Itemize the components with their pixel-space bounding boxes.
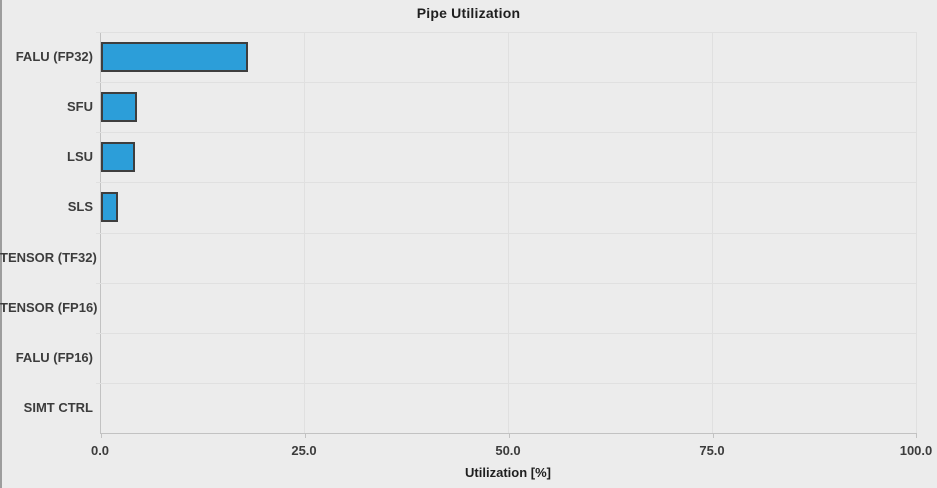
y-axis-tick	[96, 382, 101, 384]
plot-area	[96, 32, 917, 438]
h-gridline	[101, 332, 917, 334]
y-tick-label-lsu: LSU	[67, 149, 93, 165]
x-axis-tick	[305, 433, 306, 438]
x-axis-title: Utilization [%]	[465, 465, 551, 480]
x-tick-label-50-0: 50.0	[495, 443, 521, 458]
y-tick-label-simt-ctrl: SIMT CTRL	[23, 399, 93, 415]
v-gridline	[508, 32, 509, 433]
h-gridline	[101, 382, 917, 384]
x-axis-tick	[713, 433, 714, 438]
bar-sls	[101, 192, 119, 223]
v-gridline	[712, 32, 713, 433]
y-tick-label-sfu: SFU	[67, 99, 93, 115]
h-gridline	[101, 232, 917, 234]
y-axis-tick	[96, 282, 101, 284]
left-edge-shadow	[0, 0, 2, 488]
y-axis-tick	[96, 232, 101, 234]
v-gridline	[304, 32, 305, 433]
h-gridline	[101, 32, 917, 33]
y-axis-tick	[96, 182, 101, 184]
h-gridline	[101, 82, 917, 84]
y-axis-tick	[96, 82, 101, 84]
x-tick-label-0-0: 0.0	[90, 443, 110, 458]
chart-title: Pipe Utilization	[416, 5, 521, 21]
y-tick-label-tensor-tf32: TENSOR (TF32)	[0, 249, 97, 265]
y-axis-tick	[96, 132, 101, 134]
y-axis-tick	[96, 32, 101, 33]
y-tick-label-sls: SLS	[67, 199, 93, 215]
x-tick-label-25-0: 25.0	[291, 443, 317, 458]
v-gridline	[916, 32, 917, 433]
h-gridline	[101, 182, 917, 184]
x-axis-tick	[509, 433, 510, 438]
x-tick-label-75-0: 75.0	[699, 443, 725, 458]
y-tick-label-falu-fp32: FALU (FP32)	[15, 49, 93, 65]
y-tick-label-falu-fp16: FALU (FP16)	[15, 349, 93, 365]
x-axis-tick	[916, 433, 917, 438]
y-tick-label-tensor-fp16: TENSOR (FP16)	[0, 299, 98, 315]
bar-falu-fp32	[101, 42, 248, 73]
h-gridline	[101, 282, 917, 284]
bar-lsu	[101, 142, 136, 173]
bar-sfu	[101, 92, 137, 123]
x-tick-label-100-0: 100.0	[899, 443, 933, 458]
x-axis-tick	[101, 433, 102, 438]
y-axis-tick	[96, 332, 101, 334]
h-gridline	[101, 132, 917, 134]
